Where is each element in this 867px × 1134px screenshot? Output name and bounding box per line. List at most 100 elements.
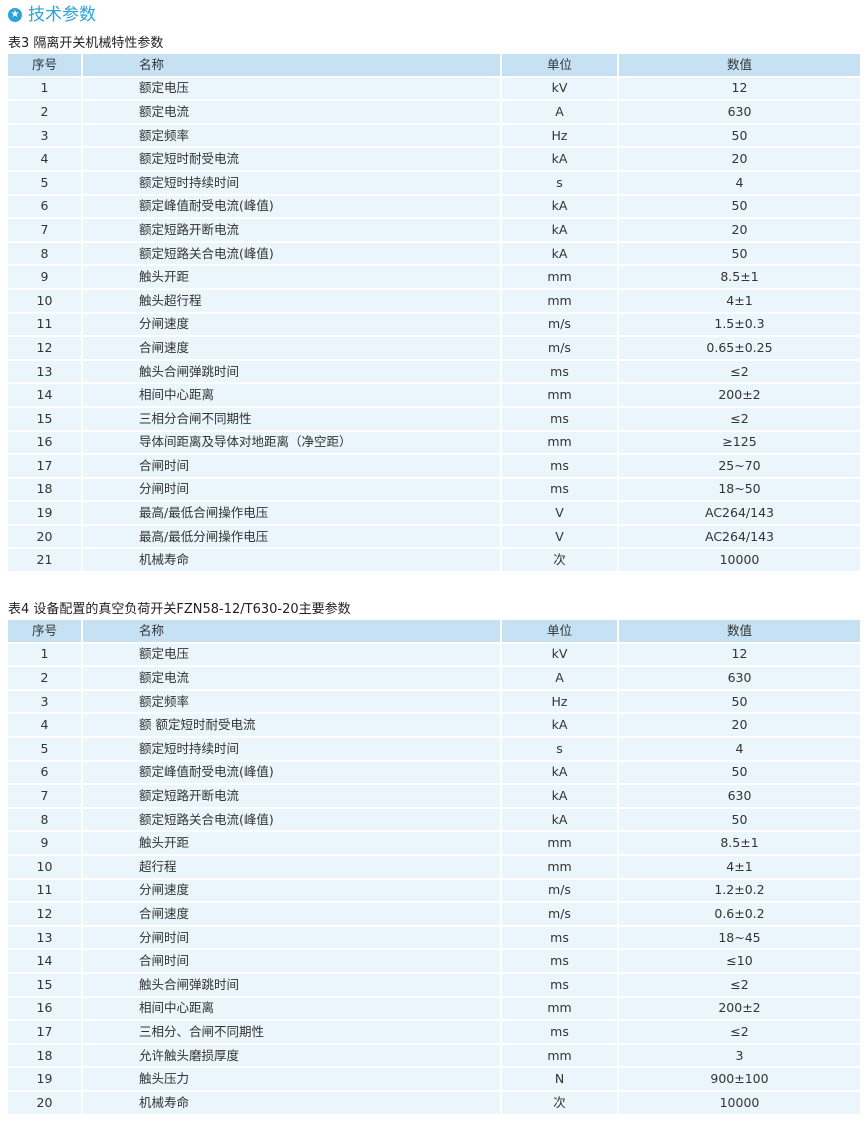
cell-col-unit: mm [502,1044,619,1069]
table-row: 13 分闸时间 ms 18~45 [8,926,862,951]
cell-col-index: 15 [8,407,83,432]
cell-col-name: 超行程 [83,856,502,880]
cell-col-unit: s [502,738,619,762]
cell-col-value: 200±2 [619,997,862,1022]
cell-col-name: 合闸时间 [83,950,502,974]
cell-col-name: 额定电压 [83,643,502,668]
cell-col-unit: 次 [502,549,619,574]
cell-col-unit: mm [502,856,619,880]
cell-col-value: 0.6±0.2 [619,903,862,927]
cell-col-unit: Hz [502,690,619,715]
cell-col-unit: ms [502,360,619,385]
cell-col-unit: kA [502,148,619,172]
cell-col-value: 18~45 [619,926,862,951]
cell-col-index: 7 [8,219,83,243]
cell-col-value: 20 [619,148,862,172]
table-row: 1 额定电压 kV 12 [8,77,862,102]
table-row: 6 额定峰值耐受电流(峰值) kA 50 [8,195,862,220]
cell-col-unit: A [502,667,619,691]
table-row: 20 最高/最低分闸操作电压 V AC264/143 [8,525,862,550]
cell-col-unit: kA [502,761,619,786]
cell-col-name: 额定短时耐受电流 [83,148,502,172]
cell-col-name: 触头开距 [83,832,502,856]
table-row: 19 最高/最低合闸操作电压 V AC264/143 [8,502,862,526]
table-row: 5 额定短时持续时间 s 4 [8,171,862,196]
cell-col-name: 合闸时间 [83,455,502,479]
table-row: 16 导体间距离及导体对地距离（净空距） mm ≥125 [8,431,862,456]
table-row: 18 分闸时间 ms 18~50 [8,478,862,503]
cell-col-index: 3 [8,690,83,715]
cell-col-unit: ms [502,973,619,998]
table-row: 11 分闸速度 m/s 1.5±0.3 [8,313,862,338]
cell-col-name: 额定电流 [83,101,502,125]
cell-col-unit: V [502,502,619,526]
cell-col-index: 11 [8,879,83,904]
cell-col-unit: kA [502,195,619,220]
table4-load-switch-params: 序号 名称 单位 数值 1 额定电压 kV 12 2 额定电流 A 630 3 额定频率 Hz 50 4 额 额定… [8,620,862,1116]
cell-col-name: 机械寿命 [83,1091,502,1116]
cell-col-name: 相间中心距离 [83,997,502,1022]
table-row: 15 三相分合闸不同期性 ms ≤2 [8,407,862,432]
cell-col-name: 额定频率 [83,690,502,715]
cell-col-value: 3 [619,1044,862,1069]
cell-col-name: 额定短路开断电流 [83,219,502,243]
cell-col-name: 相间中心距离 [83,384,502,408]
header-col-index: 序号 [8,54,83,78]
cell-col-unit: kA [502,785,619,809]
cell-col-unit: kA [502,242,619,267]
cell-col-index: 2 [8,667,83,691]
table-row: 13 触头合闸弹跳时间 ms ≤2 [8,360,862,385]
header-col-value: 数值 [619,54,862,78]
cell-col-unit: s [502,171,619,196]
cell-col-name: 触头合闸弹跳时间 [83,360,502,385]
cell-col-value: ≤2 [619,407,862,432]
cell-col-index: 20 [8,1091,83,1116]
cell-col-value: 50 [619,124,862,149]
cell-col-unit: mm [502,832,619,856]
cell-col-value: 4±1 [619,289,862,314]
cell-col-value: 4 [619,171,862,196]
table-row: 9 触头开距 mm 8.5±1 [8,832,862,856]
cell-col-value: ≤2 [619,360,862,385]
cell-col-index: 19 [8,1068,83,1092]
header-col-unit: 单位 [502,54,619,78]
cell-col-index: 18 [8,1044,83,1069]
cell-col-index: 5 [8,171,83,196]
cell-col-name: 额定频率 [83,124,502,149]
table-row: 17 合闸时间 ms 25~70 [8,455,862,479]
cell-col-index: 18 [8,478,83,503]
cell-col-value: 12 [619,77,862,102]
cell-col-unit: kV [502,77,619,102]
cell-col-value: 900±100 [619,1068,862,1092]
cell-col-unit: ms [502,455,619,479]
cell-col-name: 分闸速度 [83,313,502,338]
cell-col-value: AC264/143 [619,525,862,550]
cell-col-value: 200±2 [619,384,862,408]
cell-col-unit: mm [502,431,619,456]
table-row: 12 合闸速度 m/s 0.65±0.25 [8,337,862,361]
cell-col-value: 18~50 [619,478,862,503]
cell-col-value: 50 [619,242,862,267]
table-row: 2 额定电流 A 630 [8,667,862,691]
cell-col-name: 分闸时间 [83,478,502,503]
cell-col-unit: ms [502,926,619,951]
cell-col-unit: Hz [502,124,619,149]
cell-col-name: 三相分合闸不同期性 [83,407,502,432]
table4-caption: 表4 设备配置的真空负荷开关FZN58-12/T630-20主要参数 [8,602,351,618]
table-row: 14 相间中心距离 mm 200±2 [8,384,862,408]
cell-col-index: 15 [8,973,83,998]
table-row: 21 机械寿命次 10000 [8,549,862,574]
cell-col-index: 2 [8,101,83,125]
cell-col-unit: ms [502,407,619,432]
table3-mechanical-params: 序号 名称 单位 数值 1 额定电压 kV 12 2 额定电流 A 630 3 额定频率 Hz 50 4 额定短时… [8,54,862,574]
table-row: 10 超行程 mm 4±1 [8,856,862,880]
cell-col-value: 8.5±1 [619,266,862,290]
cell-col-name: 合闸速度 [83,337,502,361]
table-row: 4 额定短时耐受电流 kA 20 [8,148,862,172]
cell-col-value: 630 [619,667,862,691]
cell-col-unit: m/s [502,879,619,904]
cell-col-name: 分闸速度 [83,879,502,904]
cell-col-name: 分闸时间 [83,926,502,951]
cell-col-index: 8 [8,808,83,833]
star-circle-icon: ★ [8,8,22,22]
